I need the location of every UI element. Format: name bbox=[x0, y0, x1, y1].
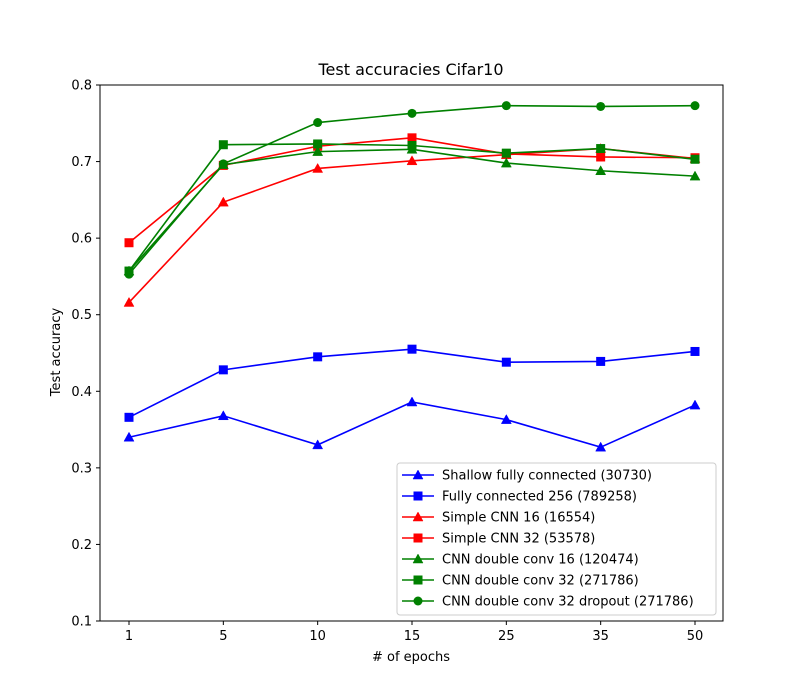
data-point bbox=[313, 352, 323, 362]
data-point bbox=[596, 101, 606, 111]
y-tick-label: 0.7 bbox=[71, 155, 92, 170]
y-tick-label: 0.5 bbox=[71, 308, 92, 323]
legend-entry: CNN double conv 16 (120474) bbox=[402, 553, 639, 568]
data-point bbox=[690, 101, 700, 111]
data-point bbox=[500, 414, 512, 424]
x-tick-label: 25 bbox=[498, 629, 515, 644]
legend-entry: Simple CNN 32 (53578) bbox=[402, 532, 595, 547]
data-point bbox=[313, 139, 323, 149]
x-tick-label: 35 bbox=[592, 629, 609, 644]
data-point bbox=[407, 344, 417, 354]
legend-box bbox=[396, 462, 717, 616]
legend-label: CNN double conv 16 (120474) bbox=[442, 553, 639, 568]
legend-entry: CNN double conv 32 dropout (271786) bbox=[402, 595, 694, 610]
data-point bbox=[218, 159, 228, 169]
y-tick-label: 0.4 bbox=[71, 385, 92, 400]
series-line bbox=[128, 401, 696, 449]
y-tick-label: 0.3 bbox=[71, 461, 92, 476]
legend-marker bbox=[412, 469, 424, 480]
series-2 bbox=[123, 143, 701, 307]
data-point bbox=[124, 412, 134, 422]
data-point bbox=[689, 399, 701, 410]
x-tick-label: 50 bbox=[687, 629, 704, 644]
x-tick-label: 15 bbox=[404, 629, 421, 644]
data-point bbox=[501, 101, 511, 111]
y-tick-label: 0.1 bbox=[71, 615, 92, 630]
data-point bbox=[596, 152, 606, 162]
x-tick-label: 1 bbox=[125, 629, 133, 644]
y-tick-label: 0.2 bbox=[71, 538, 92, 553]
data-point bbox=[406, 396, 418, 407]
data-point bbox=[312, 162, 324, 173]
legend-entry: Fully connected 256 (789258) bbox=[402, 490, 637, 505]
x-tick-label: 10 bbox=[309, 629, 326, 644]
legend-label: Simple CNN 16 (16554) bbox=[442, 511, 595, 526]
x-axis-label: # of epochs bbox=[372, 650, 450, 665]
legend-label: Simple CNN 32 (53578) bbox=[442, 532, 595, 547]
axes: 1 5 10 15 25 35 500.10.20.30.40.50.60.70.8 bbox=[71, 79, 724, 644]
data-point bbox=[595, 165, 607, 176]
data-point bbox=[501, 148, 511, 158]
data-point bbox=[217, 410, 229, 421]
legend-marker bbox=[413, 575, 423, 585]
data-point bbox=[312, 439, 324, 450]
legend-marker bbox=[413, 491, 423, 501]
data-point bbox=[595, 441, 607, 452]
legend: Shallow fully connected (30730) Fully con… bbox=[396, 462, 717, 616]
series-6 bbox=[124, 101, 700, 279]
data-point bbox=[313, 118, 323, 128]
series-1 bbox=[124, 344, 700, 422]
legend-entry: Shallow fully connected (30730) bbox=[402, 469, 652, 484]
legend-marker bbox=[413, 533, 423, 543]
y-tick-label: 0.6 bbox=[71, 232, 92, 247]
series-0 bbox=[123, 396, 701, 452]
data-point bbox=[218, 365, 228, 375]
data-point bbox=[689, 170, 701, 181]
data-point bbox=[407, 133, 417, 143]
data-point bbox=[690, 346, 700, 356]
series-line bbox=[128, 348, 696, 419]
series-line bbox=[128, 104, 696, 275]
legend-marker bbox=[413, 596, 423, 606]
y-tick-label: 0.8 bbox=[71, 79, 92, 94]
data-point bbox=[218, 140, 228, 150]
legend-label: Shallow fully connected (30730) bbox=[442, 469, 652, 484]
legend-label: CNN double conv 32 (271786) bbox=[442, 574, 639, 589]
data-point bbox=[312, 146, 324, 156]
legend-label: CNN double conv 32 dropout (271786) bbox=[442, 595, 694, 610]
data-point bbox=[596, 144, 606, 154]
data-point bbox=[407, 108, 417, 118]
legend-marker bbox=[412, 553, 424, 564]
data-point bbox=[407, 140, 417, 150]
data-point bbox=[406, 155, 418, 166]
chart-title: Test accuracies Cifar10 bbox=[317, 60, 503, 79]
data-point bbox=[500, 157, 512, 168]
data-point bbox=[124, 238, 134, 248]
x-tick-label: 5 bbox=[219, 629, 227, 644]
data-point bbox=[690, 154, 700, 164]
series-lines bbox=[123, 101, 701, 452]
data-point bbox=[123, 296, 135, 307]
legend-label: Fully connected 256 (789258) bbox=[442, 490, 637, 505]
data-point bbox=[124, 269, 134, 279]
series-line bbox=[128, 148, 696, 272]
data-point bbox=[596, 356, 606, 366]
data-point bbox=[501, 357, 511, 367]
legend-entry: Simple CNN 16 (16554) bbox=[402, 511, 595, 526]
data-point bbox=[217, 196, 229, 207]
legend-marker bbox=[412, 511, 424, 522]
y-axis-label: Test accuracy bbox=[49, 308, 64, 398]
legend-entry: CNN double conv 32 (271786) bbox=[402, 574, 639, 589]
data-point bbox=[123, 431, 135, 442]
